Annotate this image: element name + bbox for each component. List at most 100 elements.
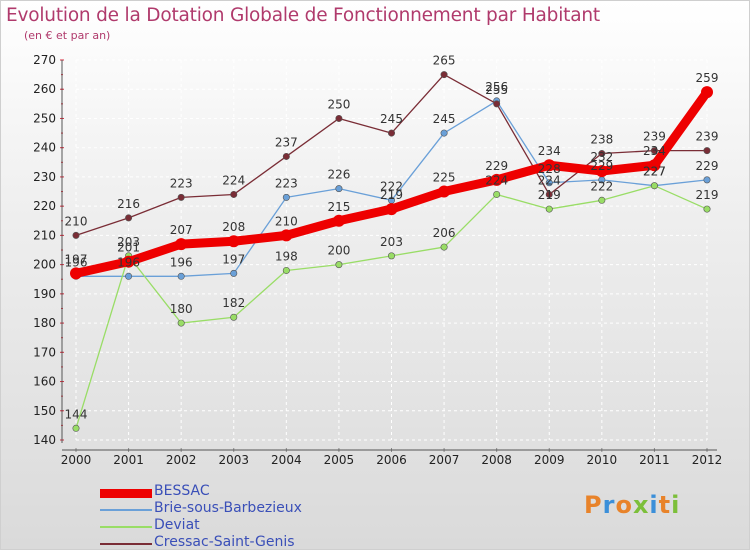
data-label: 265 xyxy=(433,54,456,68)
data-point xyxy=(175,238,188,251)
legend-label: BESSAC xyxy=(154,483,210,499)
data-label: 229 xyxy=(485,159,508,173)
data-label: 198 xyxy=(275,249,298,263)
data-label: 197 xyxy=(65,252,88,266)
x-tick-label: 2009 xyxy=(534,453,565,467)
x-tick-label: 2006 xyxy=(376,453,407,467)
data-point xyxy=(545,205,553,213)
y-tick-label: 240 xyxy=(33,141,56,155)
data-point xyxy=(440,243,448,251)
data-point xyxy=(122,255,135,268)
data-point xyxy=(490,173,503,186)
data-label: 215 xyxy=(327,200,350,214)
x-tick-label: 2007 xyxy=(429,453,460,467)
data-label: 227 xyxy=(643,165,666,179)
data-point xyxy=(125,272,133,280)
data-point xyxy=(282,193,290,201)
data-point xyxy=(650,147,658,155)
data-point xyxy=(125,214,133,222)
data-point xyxy=(703,176,711,184)
proxiti-logo: Proxiti xyxy=(584,491,681,519)
x-tick-label: 2002 xyxy=(166,453,197,467)
legend-swatch xyxy=(100,543,152,545)
data-label: 219 xyxy=(538,188,561,202)
x-tick-label: 2012 xyxy=(692,453,723,467)
data-label: 227 xyxy=(643,165,666,179)
x-tick-label: 2011 xyxy=(639,453,670,467)
chart-title: Evolution de la Dotation Globale de Fonc… xyxy=(6,5,600,26)
legend-label: Cressac-Saint-Genis xyxy=(154,534,295,550)
data-label: 210 xyxy=(275,214,298,228)
data-label: 229 xyxy=(696,159,719,173)
legend-swatch xyxy=(100,488,152,498)
legend-item: BESSAC xyxy=(100,483,360,501)
data-label: 206 xyxy=(433,226,456,240)
data-point xyxy=(598,196,606,204)
legend-item: Cressac-Saint-Genis xyxy=(100,534,360,552)
data-label: 224 xyxy=(222,173,245,187)
data-label: 238 xyxy=(590,133,613,147)
data-label: 234 xyxy=(643,144,666,158)
legend-label: Brie-sous-Barbezieux xyxy=(154,500,302,516)
data-point xyxy=(280,229,293,242)
data-point xyxy=(595,165,608,178)
data-point xyxy=(701,86,713,99)
data-label: 255 xyxy=(485,83,508,97)
data-point xyxy=(598,150,606,158)
data-label: 232 xyxy=(590,150,613,164)
y-tick-label: 160 xyxy=(33,375,56,389)
data-label: 196 xyxy=(117,255,140,269)
data-point xyxy=(282,266,290,274)
y-tick-label: 250 xyxy=(33,111,56,125)
data-label: 250 xyxy=(327,97,350,111)
data-point xyxy=(72,231,80,239)
legend-item: Deviat xyxy=(100,517,360,535)
data-point xyxy=(230,190,238,198)
data-label: 144 xyxy=(65,407,88,421)
data-label: 210 xyxy=(65,214,88,228)
legend-item: Brie-sous-Barbezieux xyxy=(100,500,360,518)
data-label: 196 xyxy=(170,255,193,269)
data-point xyxy=(70,267,82,280)
data-point xyxy=(650,182,658,190)
data-point xyxy=(703,205,711,213)
legend-label: Deviat xyxy=(154,517,200,533)
data-label: 208 xyxy=(222,220,245,234)
data-label: 207 xyxy=(170,223,193,237)
data-label: 224 xyxy=(538,173,561,187)
data-label: 229 xyxy=(590,159,613,173)
x-tick-label: 2008 xyxy=(481,453,512,467)
data-point xyxy=(335,261,343,269)
x-tick-label: 2004 xyxy=(271,453,302,467)
data-label: 239 xyxy=(696,130,719,144)
data-point xyxy=(543,159,556,172)
data-point xyxy=(177,193,185,201)
data-point xyxy=(703,147,711,155)
data-point xyxy=(493,190,501,198)
x-tick-label: 2000 xyxy=(61,453,92,467)
y-tick-label: 150 xyxy=(33,404,56,418)
data-point xyxy=(545,179,553,187)
data-point xyxy=(545,190,553,198)
data-label: 256 xyxy=(485,80,508,94)
data-point xyxy=(387,129,395,137)
data-point xyxy=(282,152,290,160)
data-label: 222 xyxy=(590,179,613,193)
y-tick-label: 200 xyxy=(33,258,56,272)
data-label: 203 xyxy=(117,235,140,249)
data-label: 219 xyxy=(696,188,719,202)
data-point xyxy=(438,185,451,198)
data-point xyxy=(335,185,343,193)
y-tick-label: 140 xyxy=(33,433,56,447)
data-point xyxy=(332,214,345,227)
data-label: 201 xyxy=(117,241,140,255)
data-label: 197 xyxy=(222,252,245,266)
data-label: 203 xyxy=(380,235,403,249)
data-point xyxy=(72,424,80,432)
data-point xyxy=(177,272,185,280)
data-label: 224 xyxy=(485,173,508,187)
data-label: 234 xyxy=(538,144,561,158)
y-tick-label: 270 xyxy=(33,53,56,67)
data-label: 225 xyxy=(433,171,456,185)
